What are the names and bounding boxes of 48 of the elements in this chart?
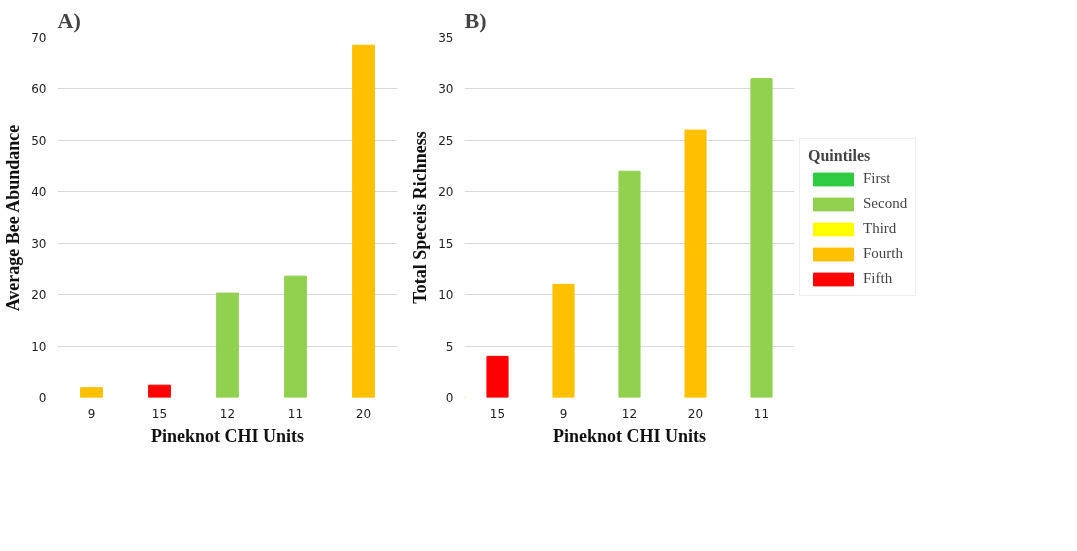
bar	[352, 44, 375, 398]
y-tick-label: 20	[438, 185, 454, 200]
chart-title: B)	[464, 7, 487, 33]
legend-label: First	[863, 170, 891, 187]
x-tick-label: 15	[489, 406, 506, 421]
legend-label: Third	[863, 220, 897, 237]
y-tick-label: 10	[31, 339, 47, 354]
y-tick-label: 20	[31, 288, 47, 303]
bar	[148, 384, 171, 398]
x-tick-label: 20	[355, 406, 372, 421]
y-tick-label: 10	[438, 288, 454, 303]
bar	[80, 387, 103, 398]
y-tick-label: 30	[31, 236, 47, 251]
y-tick-label: 50	[31, 133, 47, 148]
bar	[284, 275, 307, 398]
y-tick-label: 30	[438, 82, 454, 97]
x-axis-title: Pineknot CHI Units	[150, 425, 305, 446]
y-tick-label: 70	[31, 31, 47, 45]
legend-label: Second	[863, 195, 908, 212]
chart-title: A)	[57, 7, 81, 33]
bar	[618, 170, 641, 398]
y-axis-title: Total Speceis Richness	[410, 131, 431, 304]
bar	[750, 78, 773, 398]
legend-label: Fourth	[863, 245, 904, 262]
y-tick-label: 0	[445, 391, 454, 405]
y-tick-label: 60	[31, 82, 47, 97]
legend-label: Fifth	[863, 270, 893, 287]
y-tick-label: 15	[438, 236, 454, 251]
y-tick-label: 5	[445, 339, 454, 354]
bar	[684, 129, 707, 398]
bar	[486, 355, 509, 398]
x-tick-label: 12	[219, 406, 236, 421]
bar	[216, 292, 239, 398]
bar	[552, 283, 575, 398]
y-tick-label: 0	[38, 391, 47, 405]
y-tick-label: 40	[31, 185, 47, 200]
y-axis-title: Average Bee Abundance	[3, 124, 24, 312]
legend-title: Quintiles	[808, 147, 872, 165]
x-tick-label: 11	[753, 406, 770, 421]
y-tick-label: 35	[438, 31, 454, 45]
x-axis-title: Pineknot CHI Units	[552, 425, 707, 446]
y-tick-label: 25	[438, 133, 454, 148]
x-tick-label: 15	[151, 406, 168, 421]
x-tick-label: 9	[559, 406, 568, 421]
x-tick-label: 11	[287, 406, 304, 421]
x-tick-label: 20	[687, 406, 704, 421]
x-tick-label: 12	[621, 406, 638, 421]
x-tick-label: 9	[87, 406, 96, 421]
